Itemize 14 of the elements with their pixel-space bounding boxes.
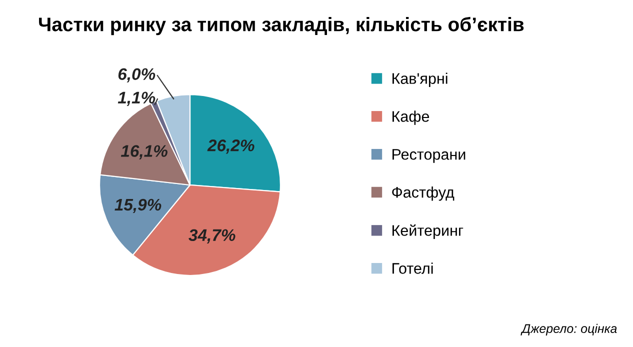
legend-label: Фастфуд: [392, 186, 454, 201]
data-label: 1,1%: [118, 92, 156, 106]
legend-label: Ресторани: [392, 149, 466, 163]
legend-label: Кав'ярні: [392, 72, 448, 87]
text: Джерело: оцінка: [520, 324, 617, 336]
data-label: 6,0%: [118, 68, 156, 82]
legend-label: Готелі: [392, 262, 433, 274]
legend-label: Кафе: [392, 110, 430, 125]
legend-label: Кейтеринг: [392, 224, 464, 239]
chart-title: Частки ринку за типом закладів, кількість об’єктів: [39, 16, 524, 36]
data-label: 15,9%: [114, 198, 162, 214]
data-label: 16,1%: [120, 145, 168, 160]
data-label: 26,2%: [207, 140, 254, 154]
data-label: 34,7%: [188, 229, 236, 244]
